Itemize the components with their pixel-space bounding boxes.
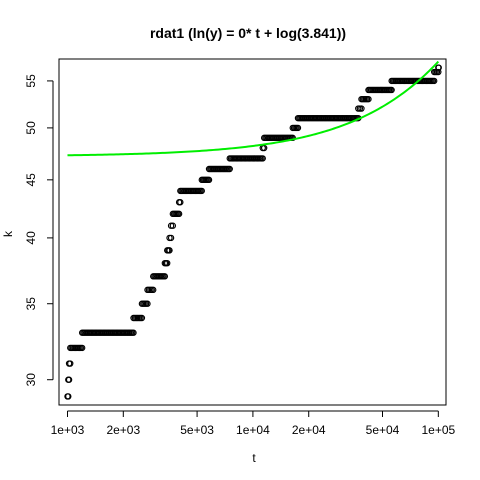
- x-tick-label: 2e+04: [292, 423, 326, 437]
- data-point: [144, 300, 151, 307]
- x-tick-label: 1e+05: [421, 423, 455, 437]
- x-tick-label: 2e+03: [106, 423, 140, 437]
- data-point: [430, 77, 438, 85]
- chart-title: rdat1 (ln(y) = 0* t + log(3.841)): [150, 25, 346, 41]
- fit-line: [67, 60, 440, 157]
- data-point: [67, 360, 74, 367]
- y-tick-label: 35: [24, 297, 38, 311]
- x-tick-label: 5e+03: [180, 423, 214, 437]
- data-point: [259, 155, 266, 162]
- data-point: [198, 187, 205, 195]
- x-tick-label: 5e+04: [366, 423, 400, 437]
- data-point: [150, 286, 157, 294]
- y-tick-label: 50: [24, 121, 38, 135]
- data-point: [164, 259, 171, 267]
- data-point: [294, 124, 302, 132]
- data-point: [130, 329, 137, 336]
- y-tick-label: 40: [24, 231, 38, 245]
- plot-frame: [58, 58, 447, 406]
- data-point: [365, 95, 372, 103]
- y-axis-label: k: [1, 230, 15, 237]
- data-point: [138, 314, 146, 322]
- y-axis: 30 35 40 45 50 55: [24, 74, 54, 387]
- data-point: [78, 344, 86, 352]
- data-point: [65, 393, 72, 400]
- data-point: [175, 210, 183, 218]
- x-tick-label: 1e+03: [51, 423, 85, 437]
- data-points: [64, 64, 442, 400]
- data-point: [388, 86, 395, 94]
- data-point: [226, 165, 233, 173]
- x-axis: 1e+03 2e+03 5e+03 1e+04 2e+04 5e+04 1e+05: [51, 410, 456, 437]
- data-point: [358, 105, 365, 112]
- data-point: [169, 222, 177, 229]
- y-tick-label: 30: [24, 373, 38, 387]
- data-point: [205, 176, 213, 184]
- data-point: [65, 376, 73, 383]
- data-point: [177, 199, 184, 206]
- data-point: [161, 273, 169, 280]
- data-point: [435, 68, 442, 76]
- data-point: [167, 234, 175, 242]
- data-point: [435, 64, 442, 71]
- y-tick-label: 55: [24, 74, 38, 88]
- y-tick-label: 45: [24, 173, 38, 187]
- data-point: [166, 247, 173, 254]
- x-tick-label: 1e+04: [236, 423, 270, 437]
- x-axis-label: t: [252, 451, 256, 465]
- fit-line-group: [67, 60, 440, 157]
